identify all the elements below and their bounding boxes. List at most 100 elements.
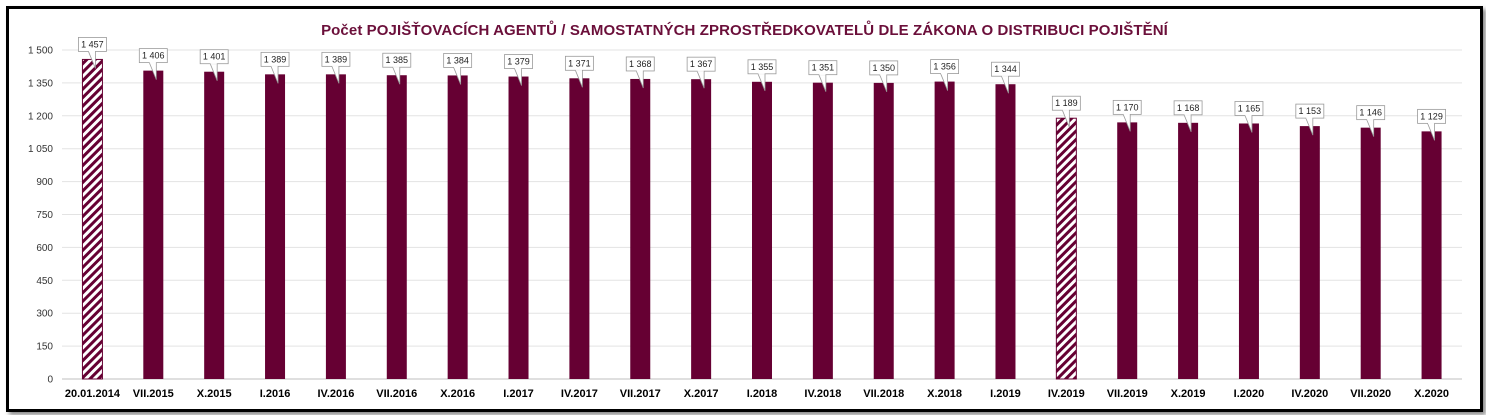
data-label: 1 351 xyxy=(812,63,835,73)
bar xyxy=(1360,127,1381,379)
y-tick-label: 0 xyxy=(47,375,53,386)
bar xyxy=(1299,126,1320,379)
data-label-callout: 1 367 xyxy=(686,56,716,89)
bar xyxy=(752,81,772,379)
bar xyxy=(265,74,286,379)
data-label: 1 168 xyxy=(1177,103,1200,113)
x-category-label: I.2020 xyxy=(1234,388,1265,400)
bar xyxy=(447,75,468,380)
data-label-callout: 1 344 xyxy=(991,61,1020,94)
y-tick-label: 450 xyxy=(36,276,53,287)
x-category-label: VII.2018 xyxy=(863,388,904,400)
bar xyxy=(934,81,955,380)
data-label: 1 344 xyxy=(994,64,1017,74)
y-tick-label: 300 xyxy=(36,309,53,320)
bar xyxy=(1117,122,1138,379)
data-label-callout: 1 355 xyxy=(747,59,777,91)
bar xyxy=(386,75,407,380)
bar xyxy=(1055,117,1077,380)
data-label-callout: 1 368 xyxy=(625,56,655,89)
data-label: 1 350 xyxy=(872,63,895,73)
y-tick-label: 1 350 xyxy=(28,78,53,89)
bar xyxy=(812,82,833,379)
x-axis-category-labels: 20.01.2014 VII.2015 X.2015 I.2016 IV.2016 VII… xyxy=(65,388,1449,400)
bar xyxy=(508,76,529,379)
x-category-label: VII.2020 xyxy=(1350,388,1391,400)
bar xyxy=(569,78,590,379)
data-label: 1 153 xyxy=(1299,106,1322,116)
x-category-label: 20.01.2014 xyxy=(65,388,121,400)
data-label: 1 189 xyxy=(1055,98,1078,108)
data-label-callout: 1 457 xyxy=(78,37,107,69)
y-tick-label: 600 xyxy=(36,243,53,254)
x-category-label: VII.2016 xyxy=(376,388,417,400)
data-label: 1 146 xyxy=(1359,108,1382,118)
x-category-label: IV.2018 xyxy=(804,388,841,400)
bar xyxy=(204,71,225,380)
bar xyxy=(691,79,712,380)
data-label-callout: 1 170 xyxy=(1112,99,1142,132)
data-label-callout: 1 384 xyxy=(443,53,473,85)
x-category-label: I.2019 xyxy=(990,388,1021,400)
x-category-label: X.2020 xyxy=(1414,388,1449,400)
x-category-label: IV.2020 xyxy=(1291,388,1328,400)
data-label-callout: 1 401 xyxy=(199,49,229,81)
data-label: 1 379 xyxy=(507,57,530,67)
data-label: 1 129 xyxy=(1420,111,1443,121)
bar xyxy=(325,74,346,379)
data-label: 1 355 xyxy=(751,62,774,72)
x-category-label: I.2017 xyxy=(503,388,534,400)
data-label-callout: 1 389 xyxy=(260,51,290,84)
x-category-label: IV.2019 xyxy=(1048,388,1085,400)
data-labels: 1 457 1 406 1 401 1 389 1 389 1 385 1 384 1 379… xyxy=(78,37,1446,141)
data-label-callout: 1 165 xyxy=(1234,101,1264,133)
x-category-label: IV.2017 xyxy=(561,388,598,400)
y-tick-label: 1 050 xyxy=(28,144,53,155)
data-label: 1 401 xyxy=(203,52,226,62)
bar xyxy=(143,70,164,379)
y-tick-label: 150 xyxy=(36,342,53,353)
data-label: 1 367 xyxy=(690,59,713,69)
bar xyxy=(873,82,894,380)
data-label-callout: 1 189 xyxy=(1051,95,1081,128)
x-category-label: X.2019 xyxy=(1171,388,1206,400)
bar xyxy=(1178,122,1199,379)
data-label: 1 406 xyxy=(142,51,165,61)
chart-frame: Počet POJIŠŤOVACÍCH AGENTŮ / SAMOSTATNÝC… xyxy=(6,6,1483,412)
data-label: 1 368 xyxy=(629,59,652,69)
y-tick-label: 1 200 xyxy=(28,111,53,122)
y-tick-label: 750 xyxy=(36,210,53,221)
bar xyxy=(995,84,1016,379)
data-label: 1 457 xyxy=(81,39,104,49)
data-label-callout: 1 371 xyxy=(564,55,594,88)
data-label-callout: 1 146 xyxy=(1356,105,1386,137)
bar xyxy=(81,58,103,380)
data-label: 1 389 xyxy=(264,54,287,64)
data-label: 1 356 xyxy=(933,62,956,72)
data-label-callout: 1 385 xyxy=(382,52,412,85)
x-category-label: IV.2016 xyxy=(317,388,354,400)
data-label: 1 165 xyxy=(1238,103,1261,113)
data-label-callout: 1 129 xyxy=(1417,108,1446,141)
y-axis-tick-labels: 0 150 300 450 600 750 900 1 050 1 200 1 350 1 500 xyxy=(28,46,53,386)
bars xyxy=(81,58,1442,380)
data-label: 1 384 xyxy=(446,55,469,65)
x-category-label: VII.2017 xyxy=(620,388,661,400)
data-label-callout: 1 389 xyxy=(321,51,351,84)
x-category-label: X.2016 xyxy=(440,388,475,400)
y-tick-label: 1 500 xyxy=(28,46,53,57)
y-tick-label: 900 xyxy=(36,177,53,188)
bar xyxy=(1421,131,1442,379)
bar xyxy=(1238,123,1259,379)
data-label-callout: 1 168 xyxy=(1173,100,1203,132)
data-label-callout: 1 379 xyxy=(504,54,533,86)
x-category-label: X.2018 xyxy=(927,388,962,400)
x-category-label: VII.2015 xyxy=(133,388,174,400)
x-category-label: X.2015 xyxy=(197,388,232,400)
data-label: 1 170 xyxy=(1116,102,1139,112)
data-label-callout: 1 350 xyxy=(869,60,899,93)
bar xyxy=(630,78,651,380)
data-label: 1 385 xyxy=(386,55,409,65)
data-label-callout: 1 153 xyxy=(1295,103,1325,136)
